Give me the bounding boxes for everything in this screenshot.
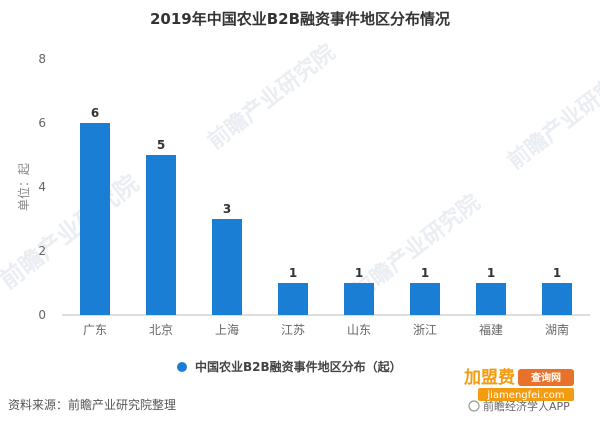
x-tick-label-5: 浙江 — [413, 323, 437, 337]
brand-url: jiamengfei.com — [486, 390, 564, 401]
y-tick-label: 2 — [38, 244, 46, 258]
y-tick-label: 4 — [38, 180, 46, 194]
data-label-0: 6 — [91, 106, 99, 120]
y-tick-label: 8 — [38, 52, 46, 66]
x-tick-label-3: 江苏 — [281, 323, 305, 337]
x-tick-label-7: 湖南 — [545, 322, 569, 337]
brand-badge-text: 查询网 — [530, 371, 561, 384]
data-label-4: 1 — [355, 266, 363, 280]
y-axis-label: 单位：起 — [16, 163, 31, 211]
brand-badge — [518, 369, 574, 386]
app-logo-icon — [468, 400, 480, 412]
y-tick-label: 0 — [38, 308, 46, 322]
x-tick-label-6: 福建 — [479, 322, 503, 337]
data-label-3: 1 — [289, 266, 297, 280]
data-label-5: 1 — [421, 266, 429, 280]
x-axis-ticks: 广东 北京 上海 江苏 山东 浙江 福建 湖南 — [83, 322, 569, 337]
data-label-6: 1 — [487, 266, 495, 280]
bar-0 — [80, 123, 110, 315]
bar-3 — [278, 283, 308, 315]
app-credit-text: 前瞻经济学人APP — [483, 399, 570, 413]
source-note: 资料来源：前瞻产业研究院整理 — [8, 397, 176, 412]
bar-1 — [146, 155, 176, 315]
brand-main-text: 加盟费 — [463, 367, 515, 388]
bar-group — [80, 123, 572, 315]
x-tick-label-4: 山东 — [347, 323, 371, 337]
brand-logo: 加盟费 查询网 jiamengfei.com — [463, 367, 574, 401]
x-tick-label-1: 北京 — [149, 323, 173, 337]
watermark-center: 前瞻产业研究院 — [203, 39, 340, 154]
brand-url-bar — [478, 388, 574, 401]
bar-5 — [410, 283, 440, 315]
data-label-1: 5 — [157, 138, 165, 152]
legend-label: 中国农业B2B融资事件地区分布（起） — [195, 359, 402, 374]
bar-7 — [542, 283, 572, 315]
x-tick-label-2: 上海 — [215, 322, 239, 337]
chart-title: 2019年中国农业B2B融资事件地区分布情况 — [150, 10, 450, 28]
watermark-right: 前瞻产业研究院 — [503, 59, 600, 174]
data-label-group: 6 5 3 1 1 1 1 1 — [91, 106, 561, 280]
legend: 中国农业B2B融资事件地区分布（起） — [177, 359, 402, 374]
y-tick-label: 6 — [38, 116, 46, 130]
bar-4 — [344, 283, 374, 315]
app-credit: 前瞻经济学人APP — [468, 399, 570, 413]
data-label-2: 3 — [223, 202, 231, 216]
y-axis-ticks: 0 2 4 6 8 — [38, 52, 46, 322]
data-label-7: 1 — [553, 266, 561, 280]
x-tick-label-0: 广东 — [83, 323, 107, 337]
bar-6 — [476, 283, 506, 315]
bar-2 — [212, 219, 242, 315]
legend-marker — [177, 362, 187, 372]
